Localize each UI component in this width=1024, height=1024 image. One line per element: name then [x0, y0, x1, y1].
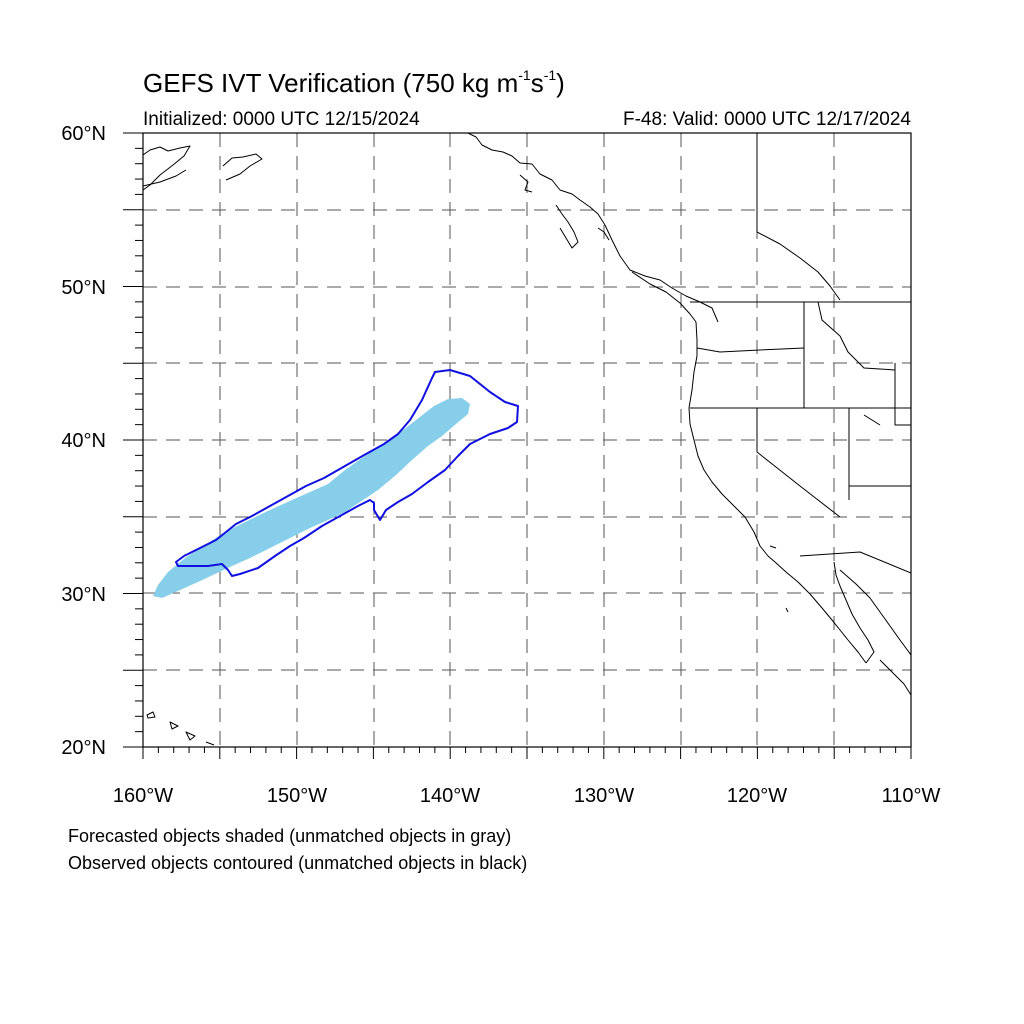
observed-object-contour [175, 369, 519, 577]
axis-ticks [123, 132, 912, 759]
plot-title: GEFS IVT Verification (750 kg m-1s-1) [143, 67, 565, 98]
lat-label-40n: 40°N [61, 430, 106, 452]
coastlines [143, 133, 911, 746]
caption-forecast: Forecasted objects shaded (unmatched obj… [68, 826, 512, 846]
valid-time-label: F-48: Valid: 0000 UTC 12/17/2024 [623, 109, 911, 130]
caption-observed: Observed objects contoured (unmatched ob… [68, 853, 528, 873]
lat-label-20n: 20°N [61, 737, 106, 759]
lon-label-140w: 140°W [419, 785, 481, 807]
lon-label-150w: 150°W [266, 785, 328, 807]
lat-label-30n: 30°N [61, 584, 106, 606]
forecast-object [153, 398, 470, 598]
init-time-label: Initialized: 0000 UTC 12/15/2024 [143, 109, 420, 130]
map-grid [143, 133, 911, 747]
lon-label-120w: 120°W [726, 785, 788, 807]
lon-label-160w: 160°W [112, 785, 174, 807]
lon-label-130w: 130°W [573, 785, 635, 807]
lon-label-110w: 110°W [881, 785, 941, 807]
lat-label-60n: 60°N [61, 123, 106, 145]
lat-label-50n: 50°N [61, 277, 106, 299]
